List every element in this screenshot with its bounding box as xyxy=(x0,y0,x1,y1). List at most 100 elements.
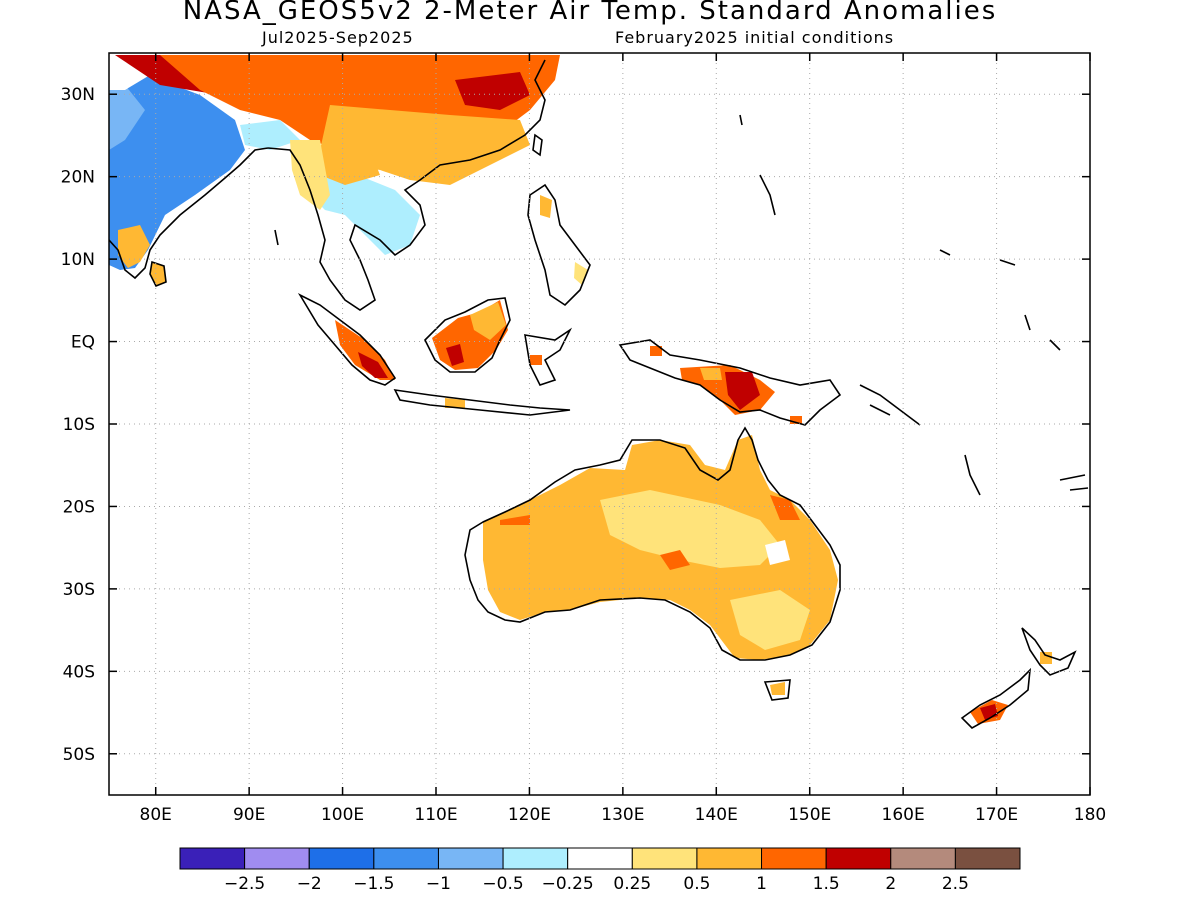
colorbar-label: −2 xyxy=(297,874,322,894)
colorbar-swatch xyxy=(631,847,698,870)
borneo-hot xyxy=(446,344,464,366)
lon-tick-label: 140E xyxy=(695,805,738,825)
sumatra xyxy=(335,320,395,380)
coast-philippines xyxy=(527,183,591,307)
sulawesi xyxy=(530,355,542,365)
coast-new-zealand-south xyxy=(960,667,1032,729)
colorbar-label: 0.5 xyxy=(683,874,710,894)
coast-java xyxy=(393,388,571,416)
colorbar-swatch xyxy=(373,847,439,870)
colorbar-label: 2.5 xyxy=(942,874,969,894)
papua-west xyxy=(650,346,662,356)
new-guinea-hot xyxy=(725,372,760,410)
lat-tick-label: 10S xyxy=(63,415,95,435)
coast-australia xyxy=(464,426,841,661)
new-guinea-warm xyxy=(700,368,722,380)
initial-conditions: February2025 initial conditions xyxy=(615,28,895,47)
colorbar-swatch xyxy=(308,847,375,870)
lat-tick-label: 10N xyxy=(61,250,95,270)
lat-tick-label: 20N xyxy=(61,168,95,188)
himalaya-cold xyxy=(240,120,300,150)
colorbar-swatch xyxy=(179,847,246,870)
coast-new-guinea xyxy=(618,339,842,426)
colorbar-swatch xyxy=(567,847,633,870)
coast-vanuatu xyxy=(964,454,981,496)
coast-fiji xyxy=(1059,474,1089,491)
luzon-south xyxy=(574,262,588,285)
lat-tick-label: 30N xyxy=(61,85,95,105)
colorbar-label: 2 xyxy=(885,874,896,894)
australia-hot-2 xyxy=(660,550,690,570)
colorbar-label: −1 xyxy=(426,874,451,894)
lon-tick-label: 80E xyxy=(140,805,172,825)
colorbar-label: 1 xyxy=(756,874,767,894)
lat-tick-label: 20S xyxy=(63,497,95,517)
lon-tick-label: 170E xyxy=(975,805,1018,825)
map-fields xyxy=(109,55,1052,724)
java-south xyxy=(445,398,465,408)
lon-tick-label: 90E xyxy=(233,805,265,825)
lat-tick-label: EQ xyxy=(71,333,95,353)
coast-sumatra xyxy=(297,293,397,386)
lat-tick-label: 50S xyxy=(63,745,95,765)
gridlines xyxy=(109,53,1090,795)
colorbar-label: −2.5 xyxy=(224,874,265,894)
borneo-east xyxy=(470,302,506,340)
coast-micronesia xyxy=(739,114,1061,351)
colorbar-label: −0.25 xyxy=(542,874,594,894)
colorbar-swatch xyxy=(825,847,892,870)
coastlines xyxy=(109,59,1089,729)
lat-tick-label: 30S xyxy=(63,580,95,600)
colorbar-swatch xyxy=(437,847,504,870)
india-west-coast xyxy=(109,80,145,150)
new-zealand-north xyxy=(1040,652,1052,664)
australia-interior xyxy=(600,490,780,568)
coast-indochina xyxy=(267,59,546,311)
australia-northeast xyxy=(770,495,800,520)
colorbar-label: 0.25 xyxy=(613,874,651,894)
colorbar-swatch xyxy=(244,847,310,870)
sumatra-hot xyxy=(358,352,388,378)
coast-india xyxy=(109,147,269,280)
colorbar-swatch xyxy=(890,847,956,870)
coast-tasmania xyxy=(763,679,791,701)
coast-andaman xyxy=(274,229,279,246)
coast-sulawesi xyxy=(524,327,573,386)
colorbar-swatch xyxy=(696,847,763,870)
colorbar-label: −1.5 xyxy=(353,874,394,894)
china-hotspot xyxy=(455,72,530,110)
lon-tick-label: 150E xyxy=(788,805,831,825)
sri-lanka xyxy=(150,262,166,286)
indochina xyxy=(300,170,420,255)
map-title: NASA_GEOS5v2 2-Meter Air Temp. Standard … xyxy=(182,0,998,26)
coast-taiwan xyxy=(532,133,543,157)
australia-southeast xyxy=(730,590,810,650)
lon-tick-label: 120E xyxy=(508,805,551,825)
coast-solomons xyxy=(859,384,921,426)
colorbar-label: −0.5 xyxy=(482,874,523,894)
colorbar-swatch xyxy=(502,847,569,870)
colorbar: −2.5 −2 −1.5 −1 −0.5 −0.25 0.25 0.5 1 1.5 2 2.5 xyxy=(179,847,1021,894)
colorbar-swatch xyxy=(761,847,827,870)
india-south-warm xyxy=(118,225,150,268)
lon-tick-label: 110E xyxy=(414,805,457,825)
colorbar-swatch xyxy=(954,847,1021,870)
lon-tick-label: 100E xyxy=(321,805,364,825)
indochina-north xyxy=(315,150,380,185)
colorbar-label: 1.5 xyxy=(813,874,840,894)
lon-tick-label: 160E xyxy=(882,805,925,825)
axis-labels: 80E 90E 100E 110E 120E 130E 140E 150E 160E 170E 18… xyxy=(61,53,1106,825)
lat-tick-label: 40S xyxy=(63,662,95,682)
myanmar xyxy=(290,140,330,210)
australia-hot-1 xyxy=(500,515,530,525)
coast-new-zealand-north xyxy=(1021,627,1077,676)
forecast-period: Jul2025-Sep2025 xyxy=(262,28,414,47)
lon-tick-label: 180 xyxy=(1074,805,1106,825)
tasmania xyxy=(770,682,785,695)
coast-sri-lanka xyxy=(149,260,167,288)
philippines xyxy=(540,195,552,218)
australia-white xyxy=(765,540,790,565)
lon-tick-label: 130E xyxy=(601,805,644,825)
coast-borneo xyxy=(424,297,511,373)
